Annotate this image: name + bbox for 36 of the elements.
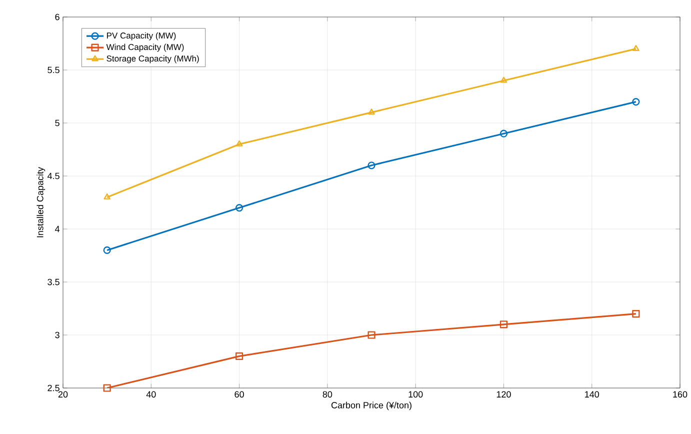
x-tick-label: 120: [496, 391, 511, 398]
x-tick-label: 20: [58, 391, 68, 398]
point: [368, 108, 375, 115]
point: [368, 162, 376, 170]
y-tick-label: 2.5: [48, 384, 60, 392]
point: [236, 140, 243, 146]
legend-label: Wind Capacity (MW): [106, 44, 184, 52]
x-tick-label: 140: [585, 391, 600, 398]
y-tick-label: 6: [55, 14, 60, 20]
y-tick-label: 3: [55, 332, 60, 338]
legend-label: PV Capacity (MW): [107, 32, 176, 40]
point: [500, 76, 508, 83]
point: [632, 310, 640, 318]
point: [368, 331, 376, 339]
y-tick-label: 4.5: [47, 172, 60, 180]
point: [103, 246, 111, 254]
point: [500, 320, 508, 328]
y-tick-label: 4: [55, 226, 60, 232]
x-axis-title: Carbon Price (¥/ton): [331, 402, 412, 410]
y-tick-label: 5: [55, 120, 60, 126]
x-tick-label: 100: [408, 391, 423, 398]
x-tick-label: 160: [673, 391, 688, 398]
point: [235, 204, 244, 212]
point: [500, 130, 508, 138]
y-tick-label: 3.5: [48, 278, 60, 286]
point: [632, 98, 640, 106]
x-tick-label: 60: [234, 391, 244, 398]
y-tick-label: 5.5: [48, 66, 60, 74]
x-tick-label: 80: [322, 391, 332, 398]
point: [235, 352, 244, 360]
y-axis-title: Installed Capacity: [36, 167, 46, 238]
point: [104, 193, 110, 200]
x-tick-label: 40: [146, 391, 156, 398]
point: [103, 384, 111, 392]
point: [632, 45, 640, 51]
legend-label: Storage Capacity (MWh): [106, 55, 199, 64]
